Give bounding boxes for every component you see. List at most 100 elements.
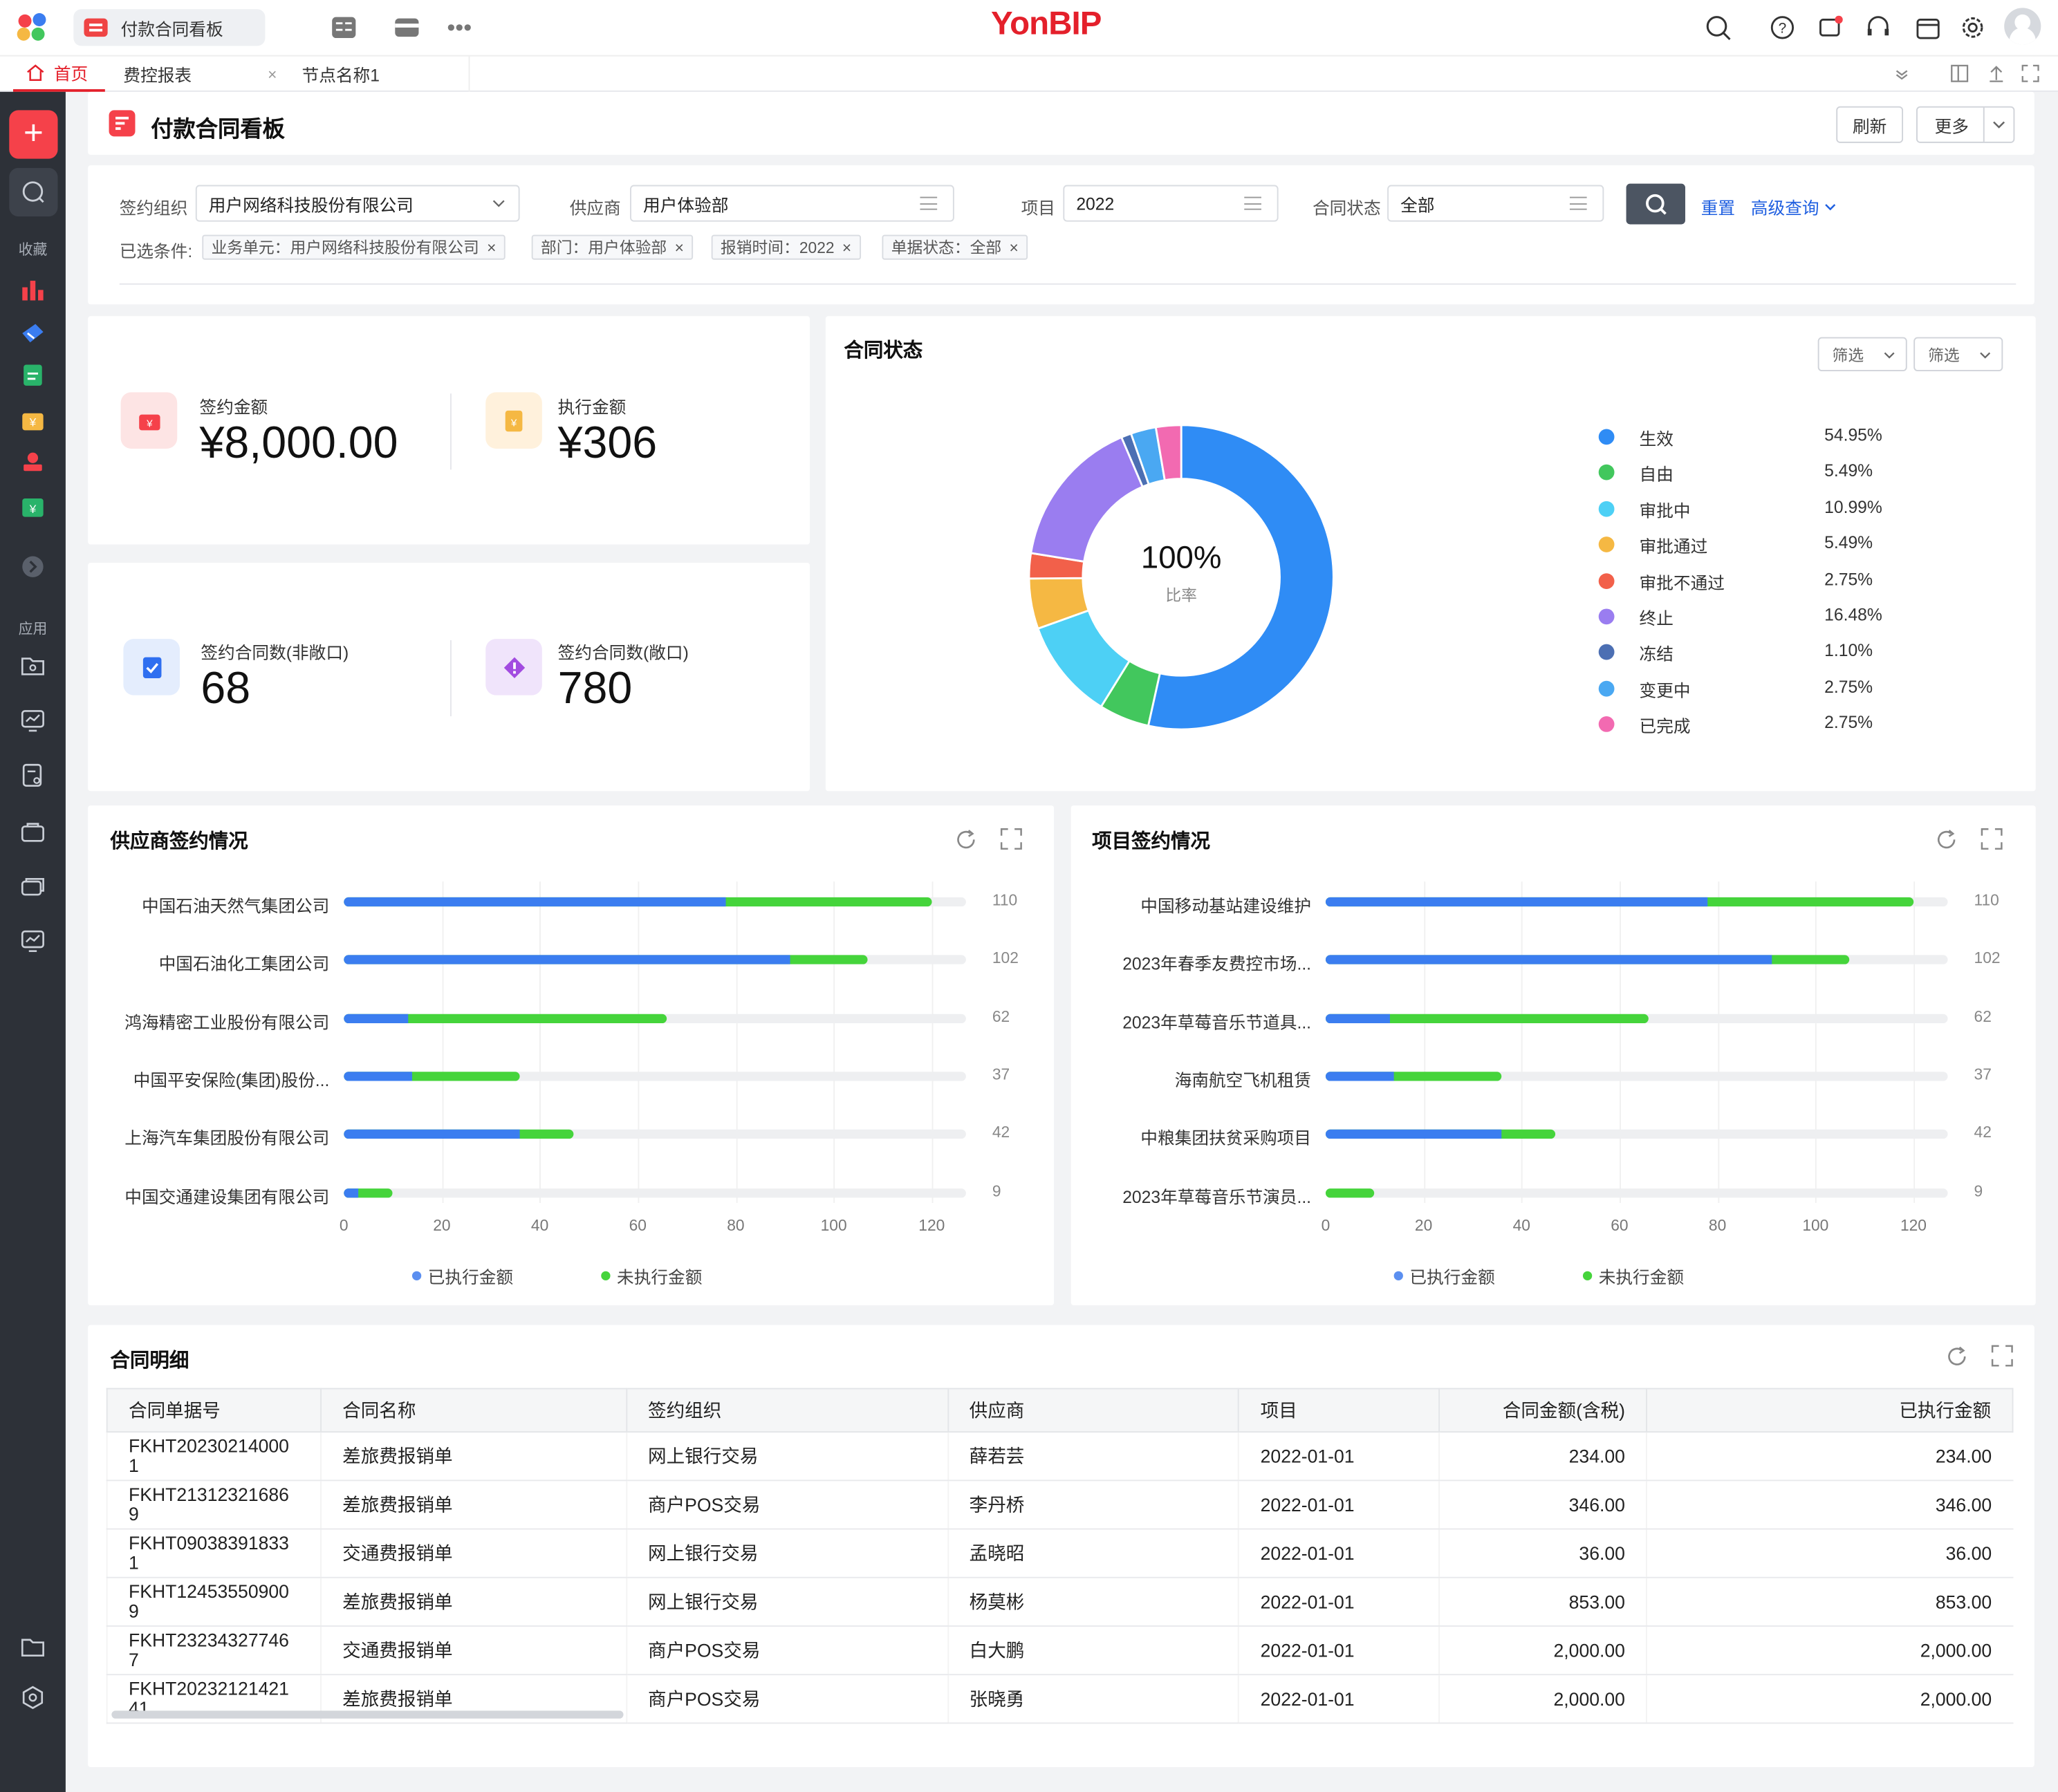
monitor-chart-icon[interactable] [19,707,46,734]
refresh-icon[interactable] [1945,1345,1969,1368]
payment-icon[interactable]: ¥ [19,494,46,521]
horizontal-scrollbar[interactable] [111,1710,624,1719]
upload-icon[interactable] [1987,64,2006,83]
bar-executed[interactable] [344,1188,359,1197]
legend-item[interactable]: 审批中 10.99% [1598,496,1901,522]
bar-executed[interactable] [1325,1014,1390,1023]
card-icon[interactable] [393,16,420,39]
status-field[interactable]: 全部 [1387,185,1604,222]
doc-user-icon[interactable] [19,762,46,788]
table-row[interactable]: FKHT124535509009 差旅费报销单 网上银行交易 杨莫彬 2022-01-0… [106,1577,2013,1627]
refresh-button[interactable]: 刷新 [1836,106,1904,143]
stamp-icon[interactable] [19,450,46,476]
advanced-search-link[interactable]: 高级查询 [1751,194,1836,219]
filter-chip[interactable]: 报销时间：2022 × [711,234,861,260]
col-header[interactable]: 已执行金额 [1646,1388,2014,1433]
close-icon[interactable]: × [487,238,497,256]
legend-item[interactable]: 终止 16.48% [1598,604,1901,630]
close-icon[interactable]: × [674,238,684,256]
bar-chart-icon[interactable] [19,277,46,303]
folder-icon[interactable] [19,1633,46,1659]
calculator-icon[interactable] [331,16,357,39]
legend-item[interactable]: 自由 5.49% [1598,460,1901,486]
table-row[interactable]: FKHT232343277467 交通费报销单 商户POS交易 白大鹏 2022-01-… [106,1625,2013,1676]
legend-item[interactable]: 已执行金额 [411,1263,513,1288]
expand-icon[interactable] [1000,828,1022,850]
settings-icon[interactable] [1958,13,1987,42]
donut-slice[interactable] [1154,424,1183,482]
ticket-icon[interactable] [19,320,46,346]
close-icon[interactable]: × [268,64,277,84]
search-button[interactable] [1626,183,1685,225]
bar-executed[interactable] [344,1014,408,1023]
bar-executed[interactable] [1325,955,1772,965]
project-field[interactable]: 2022 [1063,185,1279,222]
col-header[interactable]: 供应商 [947,1388,1240,1433]
cards-icon[interactable] [19,874,46,900]
document-icon[interactable] [19,362,46,389]
col-header[interactable]: 合同名称 [319,1388,627,1433]
bar-executed[interactable] [1325,1188,1375,1197]
legend-item[interactable]: 生效 54.95% [1598,424,1901,450]
expand-icon[interactable] [19,554,46,580]
org-select[interactable]: 用户网络科技股份有限公司 [195,185,520,222]
filter-chip[interactable]: 业务单元：用户网络科技股份有限公司 × [202,234,506,260]
close-icon[interactable]: × [1009,238,1019,256]
legend-item[interactable]: 已完成 2.75% [1598,711,1901,738]
more-icon[interactable]: ••• [447,13,472,40]
filter-chip[interactable]: 单据状态：全部 × [882,234,1028,260]
fullscreen-icon[interactable] [2021,64,2040,83]
app-logo-icon[interactable] [16,12,50,44]
help-icon[interactable]: ? [1768,13,1797,42]
list-icon[interactable] [1569,196,1587,210]
supplier-field[interactable]: 用户体验部 [630,185,954,222]
tab-node-1[interactable]: 节点名称1 [302,56,470,92]
layout-icon[interactable] [1950,64,1969,83]
chevron-down-icon[interactable] [1894,68,1910,82]
filter-select[interactable]: 筛选 [1817,337,1907,371]
col-header[interactable]: 合同金额(含税) [1438,1388,1648,1433]
list-icon[interactable] [920,196,938,210]
expand-icon[interactable] [1991,1345,2013,1367]
calendar-icon[interactable] [1913,13,1943,42]
message-icon[interactable] [1817,13,1846,42]
table-row[interactable]: FKHT213123216869 差旅费报销单 商户POS交易 李丹桥 2022-01-… [106,1480,2013,1530]
legend-item[interactable]: 冻结 1.10% [1598,640,1901,666]
search-icon[interactable] [1704,13,1733,42]
table-row[interactable]: FKHT202302140001 差旅费报销单 网上银行交易 薛若芸 2022-01-0… [106,1432,2013,1482]
table-row[interactable]: FKHT090383918331 交通费报销单 网上银行交易 孟晓昭 2022-01-0… [106,1529,2013,1578]
col-header[interactable]: 项目 [1238,1388,1440,1433]
bar-executed[interactable] [1325,897,1708,907]
add-button[interactable]: + [9,110,58,159]
refresh-icon[interactable] [954,828,978,851]
col-header[interactable]: 合同单据号 [106,1388,322,1433]
tab-expense-report[interactable]: 费控报表 × [123,57,284,92]
close-icon[interactable]: × [842,238,852,256]
bar-executed[interactable] [344,897,726,907]
avatar[interactable] [2004,8,2041,45]
donut-slice[interactable] [1147,424,1335,731]
filter-select[interactable]: 筛选 [1913,337,2003,371]
legend-item[interactable]: 已执行金额 [1393,1263,1495,1288]
col-header[interactable]: 签约组织 [625,1388,949,1433]
folder-star-icon[interactable] [19,652,46,678]
bar-executed[interactable] [1325,1130,1502,1139]
current-app-tab[interactable]: 付款合同看板 [73,9,266,46]
legend-item[interactable]: 未执行金额 [1582,1263,1684,1288]
reset-link[interactable]: 重置 [1700,198,1736,218]
wallet-icon[interactable]: ¥ [19,407,46,433]
legend-item[interactable]: 变更中 2.75% [1598,675,1901,702]
briefcase-icon[interactable] [19,819,46,845]
legend-item[interactable]: 审批通过 5.49% [1598,532,1901,558]
legend-item[interactable]: 审批不通过 2.75% [1598,568,1901,594]
headset-icon[interactable] [1864,13,1893,42]
monitor-trend-icon[interactable] [19,928,46,954]
filter-chip[interactable]: 部门：用户体验部 × [531,234,694,260]
bar-executed[interactable] [1325,1072,1395,1081]
tab-home[interactable]: 首页 [12,57,105,92]
more-button[interactable]: 更多 [1916,106,2015,143]
refresh-icon[interactable] [1935,828,1958,851]
bar-executed[interactable] [344,955,790,965]
expand-icon[interactable] [1981,828,2003,850]
bar-executed[interactable] [344,1014,667,1023]
